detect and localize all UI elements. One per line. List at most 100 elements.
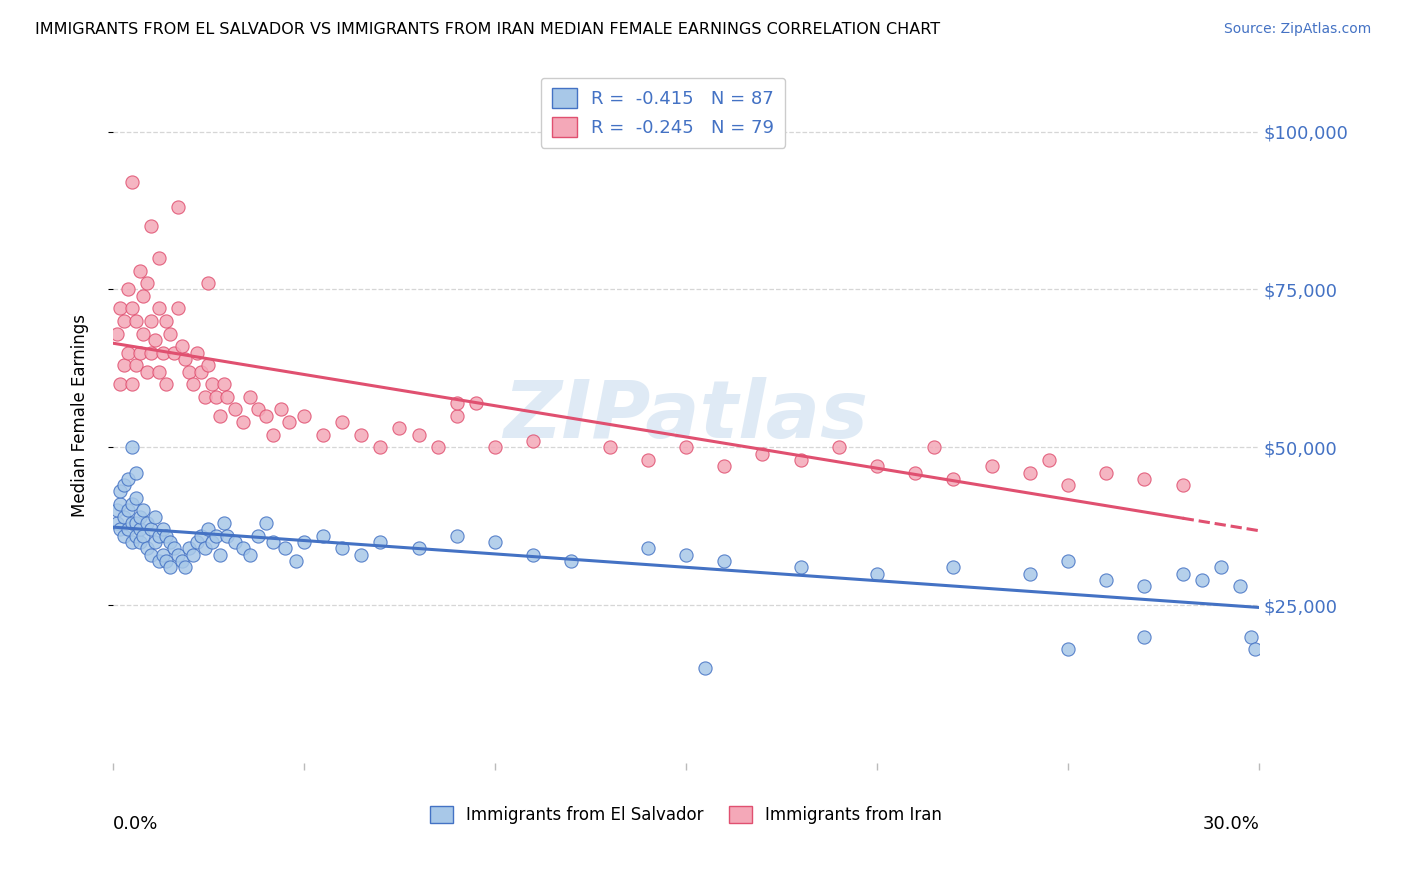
Point [212,516,235,530]
Point [139,314,162,328]
Point [924,440,946,454]
Point [125,528,148,542]
Point [117,503,139,517]
Point [1191,573,1213,587]
Point [254,516,277,530]
Point [136,364,159,378]
Point [217,390,239,404]
Point [143,509,166,524]
Point [128,509,150,524]
Point [128,522,150,536]
Point [170,339,193,353]
Point [136,516,159,530]
Point [139,219,162,234]
Point [274,541,297,556]
Point [143,535,166,549]
Point [1244,642,1267,657]
Point [1095,573,1118,587]
Point [751,446,773,460]
Point [239,390,262,404]
Point [166,548,188,562]
Point [262,427,284,442]
Point [224,402,246,417]
Point [866,566,889,581]
Text: ZIPatlas: ZIPatlas [503,376,869,455]
Point [1038,453,1060,467]
Point [1018,466,1040,480]
Point [159,560,181,574]
Point [121,175,143,189]
Point [522,548,544,562]
Point [713,554,735,568]
Point [1057,478,1080,492]
Point [270,402,292,417]
Point [148,364,170,378]
Point [828,440,851,454]
Point [159,326,181,341]
Point [675,548,697,562]
Point [312,528,335,542]
Point [112,509,135,524]
Point [128,345,150,359]
Point [152,522,174,536]
Point [1133,579,1156,593]
Point [408,541,430,556]
Point [148,301,170,316]
Point [136,276,159,290]
Point [1229,579,1251,593]
Point [155,377,177,392]
Point [197,522,219,536]
Point [186,535,208,549]
Text: 30.0%: 30.0% [1202,815,1260,833]
Point [1209,560,1232,574]
Point [112,314,135,328]
Point [1018,566,1040,581]
Point [155,314,177,328]
Point [368,440,391,454]
Point [125,314,148,328]
Point [143,333,166,347]
Point [312,427,335,442]
Point [1240,630,1263,644]
Point [789,453,811,467]
Point [1095,466,1118,480]
Point [148,554,170,568]
Point [942,560,965,574]
Point [190,528,212,542]
Point [1133,630,1156,644]
Point [1057,642,1080,657]
Point [163,345,186,359]
Point [866,459,889,474]
Point [205,528,228,542]
Point [139,345,162,359]
Point [112,358,135,372]
Point [789,560,811,574]
Point [1171,478,1194,492]
Point [128,263,150,277]
Point [117,522,139,536]
Point [148,528,170,542]
Point [170,554,193,568]
Point [155,528,177,542]
Point [368,535,391,549]
Point [446,528,468,542]
Legend: Immigrants from El Salvador, Immigrants from Iran: Immigrants from El Salvador, Immigrants … [423,799,949,831]
Point [330,541,353,556]
Point [179,541,201,556]
Point [166,301,188,316]
Point [163,541,186,556]
Point [277,415,299,429]
Y-axis label: Median Female Earnings: Median Female Earnings [72,314,89,517]
Point [904,466,927,480]
Point [484,440,506,454]
Point [105,516,128,530]
Point [117,345,139,359]
Point [254,409,277,423]
Point [408,427,430,442]
Point [637,541,659,556]
Point [110,484,132,499]
Text: IMMIGRANTS FROM EL SALVADOR VS IMMIGRANTS FROM IRAN MEDIAN FEMALE EARNINGS CORRE: IMMIGRANTS FROM EL SALVADOR VS IMMIGRANT… [35,22,941,37]
Point [446,409,468,423]
Point [125,358,148,372]
Point [330,415,353,429]
